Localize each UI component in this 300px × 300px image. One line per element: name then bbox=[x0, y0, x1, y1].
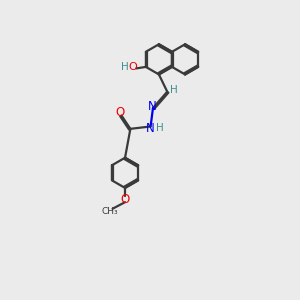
Text: H: H bbox=[170, 85, 178, 95]
Text: H: H bbox=[121, 62, 128, 73]
Text: N: N bbox=[148, 100, 157, 113]
Text: O: O bbox=[120, 193, 130, 206]
Text: O: O bbox=[129, 62, 137, 73]
Text: O: O bbox=[115, 106, 124, 119]
Text: N: N bbox=[146, 122, 154, 135]
Text: CH₃: CH₃ bbox=[101, 207, 118, 216]
Text: H: H bbox=[156, 123, 164, 133]
